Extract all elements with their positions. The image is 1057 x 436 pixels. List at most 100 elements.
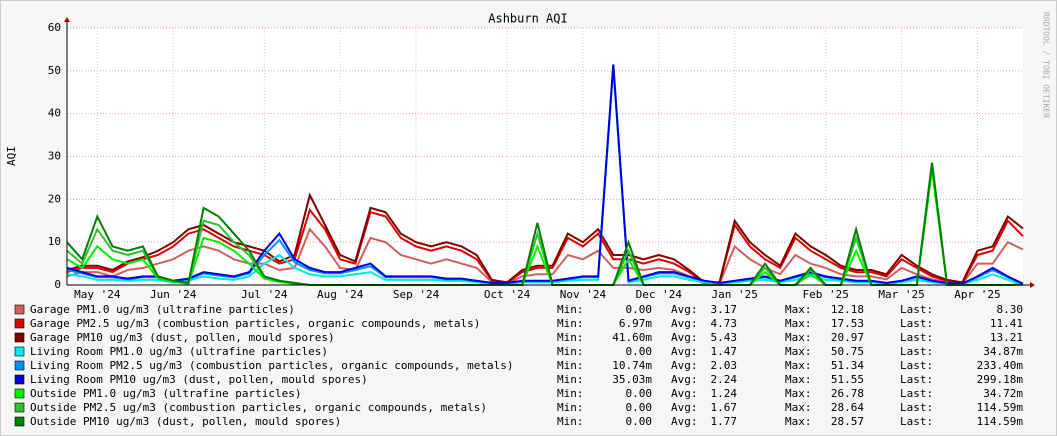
y-tick-label: 50 xyxy=(48,64,61,77)
x-tick-label: Jun '24 xyxy=(150,288,197,301)
stat-label: Max: xyxy=(785,387,812,400)
y-tick-label: 10 xyxy=(48,235,61,248)
stat-label: Last: xyxy=(900,345,933,358)
stat-label: Min: xyxy=(557,373,584,386)
legend-label: Living Room PM2.5 ug/m3 (combustion part… xyxy=(30,359,513,372)
y-tick-label: 20 xyxy=(48,192,61,205)
y-tick-label: 30 xyxy=(48,150,61,163)
x-tick-label: Mar '25 xyxy=(878,288,924,301)
stat-value: 114.59m xyxy=(977,401,1024,414)
stat-label: Last: xyxy=(900,387,933,400)
stat-value: 26.78 xyxy=(831,387,864,400)
y-tick-label: 0 xyxy=(54,278,61,291)
stat-value: 41.60m xyxy=(612,331,652,344)
stat-label: Min: xyxy=(557,415,584,428)
series-line xyxy=(66,170,1024,286)
stat-value: 35.03m xyxy=(612,373,652,386)
stat-label: Last: xyxy=(900,401,933,414)
stat-value: 1.77 xyxy=(711,415,738,428)
legend-swatch xyxy=(14,388,25,399)
legend-swatch xyxy=(14,360,25,371)
x-tick-label: Aug '24 xyxy=(317,288,364,301)
y-axis-label: AQI xyxy=(5,146,18,166)
stat-label: Max: xyxy=(785,345,812,358)
y-arrow xyxy=(64,17,70,22)
stat-value: 0.00 xyxy=(626,345,653,358)
stat-value: 6.97m xyxy=(619,317,652,330)
stat-value: 5.43 xyxy=(711,331,738,344)
legend-swatch xyxy=(14,402,25,413)
stat-value: 233.40m xyxy=(977,359,1024,372)
x-tick-label: Oct '24 xyxy=(484,288,531,301)
stat-value: 50.75 xyxy=(831,345,864,358)
series-line xyxy=(66,67,1024,286)
legend-label: Garage PM1.0 ug/m3 (ultrafine particles) xyxy=(30,303,295,316)
stat-label: Last: xyxy=(900,359,933,372)
legend-label: Garage PM2.5 ug/m3 (combustion particles… xyxy=(30,317,480,330)
legend-swatch xyxy=(14,304,25,315)
series-line xyxy=(66,64,1024,285)
chart-title: Ashburn AQI xyxy=(488,12,567,26)
legend-label: Outside PM10 ug/m3 (dust, pollen, mould … xyxy=(30,415,341,428)
stat-label: Min: xyxy=(557,387,584,400)
stat-label: Max: xyxy=(785,373,812,386)
lines xyxy=(66,64,1024,286)
stat-value: 17.53 xyxy=(831,317,864,330)
stat-value: 11.41 xyxy=(990,317,1023,330)
stat-label: Last: xyxy=(900,373,933,386)
stat-label: Avg: xyxy=(671,303,698,316)
stat-value: 1.24 xyxy=(711,387,738,400)
stat-value: 28.64 xyxy=(831,401,864,414)
stat-value: 0.00 xyxy=(626,387,653,400)
stat-value: 1.47 xyxy=(711,345,738,358)
stat-value: 4.73 xyxy=(711,317,738,330)
stat-label: Avg: xyxy=(671,345,698,358)
series-line xyxy=(66,162,1024,286)
stat-label: Avg: xyxy=(671,387,698,400)
y-tick-label: 60 xyxy=(48,21,61,34)
legend: Garage PM1.0 ug/m3 (ultrafine particles)… xyxy=(14,303,1024,428)
stat-label: Max: xyxy=(785,415,812,428)
stat-label: Avg: xyxy=(671,373,698,386)
stat-value: 20.97 xyxy=(831,331,864,344)
legend-swatch xyxy=(14,374,25,385)
stat-label: Max: xyxy=(785,359,812,372)
legend-label: Living Room PM10 ug/m3 (dust, pollen, mo… xyxy=(30,373,368,386)
stat-value: 0.00 xyxy=(626,401,653,414)
stat-value: 2.03 xyxy=(711,359,738,372)
legend-swatch xyxy=(14,332,25,343)
stat-value: 51.34 xyxy=(831,359,864,372)
x-arrow xyxy=(1030,282,1035,288)
legend-label: Outside PM2.5 ug/m3 (combustion particle… xyxy=(30,401,487,414)
stat-label: Min: xyxy=(557,401,584,414)
stat-value: 34.87m xyxy=(983,345,1023,358)
stat-label: Min: xyxy=(557,345,584,358)
x-tick-label: Nov '24 xyxy=(560,288,607,301)
stat-label: Min: xyxy=(557,317,584,330)
stat-label: Avg: xyxy=(671,401,698,414)
x-tick-label: Jul '24 xyxy=(241,288,288,301)
stat-label: Avg: xyxy=(671,359,698,372)
stat-label: Max: xyxy=(785,331,812,344)
stat-label: Avg: xyxy=(671,317,698,330)
legend-label: Garage PM10 ug/m3 (dust, pollen, mould s… xyxy=(30,331,335,344)
grid xyxy=(67,27,1023,286)
stat-value: 10.74m xyxy=(612,359,652,372)
stat-label: Min: xyxy=(557,359,584,372)
stat-value: 34.72m xyxy=(983,387,1023,400)
stat-label: Last: xyxy=(900,331,933,344)
stat-value: 0.00 xyxy=(626,303,653,316)
stat-label: Max: xyxy=(785,303,812,316)
stat-value: 299.18m xyxy=(977,373,1024,386)
x-tick-label: May '24 xyxy=(74,288,121,301)
stat-value: 12.18 xyxy=(831,303,864,316)
series-line xyxy=(66,227,1024,285)
x-tick-label: Feb '25 xyxy=(803,288,849,301)
stat-label: Max: xyxy=(785,317,812,330)
stat-value: 51.55 xyxy=(831,373,864,386)
stat-value: 2.24 xyxy=(711,373,738,386)
x-tick-label: Jan '25 xyxy=(712,288,758,301)
legend-label: Living Room PM1.0 ug/m3 (ultrafine parti… xyxy=(30,345,328,358)
stat-value: 114.59m xyxy=(977,415,1024,428)
